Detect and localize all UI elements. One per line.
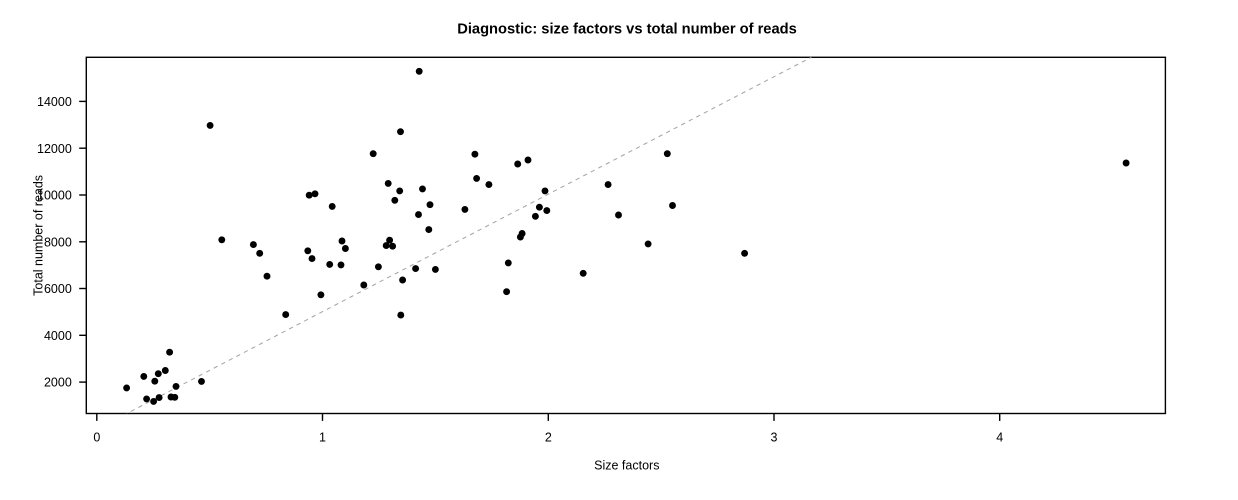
- svg-text:12000: 12000: [37, 142, 72, 156]
- svg-text:1: 1: [319, 430, 326, 444]
- svg-text:10000: 10000: [37, 189, 72, 203]
- svg-text:2000: 2000: [44, 376, 72, 390]
- svg-text:8000: 8000: [44, 235, 72, 249]
- svg-text:0: 0: [93, 430, 100, 444]
- svg-text:14000: 14000: [37, 95, 72, 109]
- svg-text:4: 4: [996, 430, 1003, 444]
- svg-text:2: 2: [545, 430, 552, 444]
- svg-text:4000: 4000: [44, 329, 72, 343]
- svg-text:6000: 6000: [44, 282, 72, 296]
- svg-text:3: 3: [771, 430, 778, 444]
- svg-text:Total number of reads: Total number of reads: [31, 175, 45, 296]
- svg-text:Size factors: Size factors: [594, 459, 659, 473]
- svg-text:Diagnostic: size factors vs to: Diagnostic: size factors vs total number…: [457, 22, 797, 38]
